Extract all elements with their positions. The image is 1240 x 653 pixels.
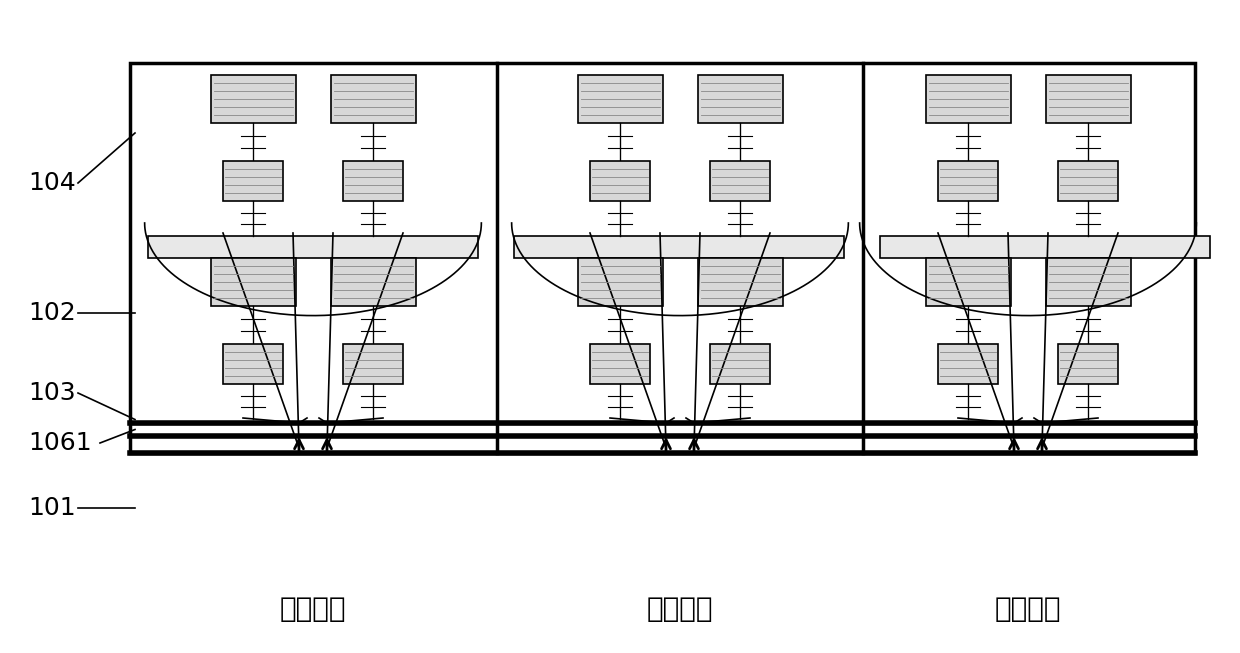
Bar [343,344,403,384]
Bar [590,344,650,384]
Text: 1061: 1061 [29,431,92,455]
Bar [578,258,662,306]
Bar [578,75,662,123]
Bar [937,344,998,384]
Bar [590,161,650,201]
Bar [937,161,998,201]
Text: 101: 101 [29,496,76,520]
Text: 背入射光: 背入射光 [280,595,346,623]
Bar [223,344,283,384]
Bar [1045,75,1131,123]
Bar [130,63,1195,423]
Bar [211,75,295,123]
Text: 103: 103 [29,381,76,405]
Text: 背入射光: 背入射光 [994,595,1061,623]
Bar [1045,258,1131,306]
Bar [148,236,477,258]
Bar [1058,161,1118,201]
Bar [515,236,844,258]
Bar [223,161,283,201]
Bar [331,258,415,306]
Bar [130,423,1195,453]
Text: 背入射光: 背入射光 [647,595,713,623]
Bar [211,258,295,306]
Bar [925,258,1011,306]
Bar [711,161,770,201]
Bar [697,75,782,123]
Bar [925,75,1011,123]
Bar [331,75,415,123]
Bar [711,344,770,384]
Text: 102: 102 [29,301,76,325]
Text: 104: 104 [29,171,76,195]
Bar [1058,344,1118,384]
Bar [697,258,782,306]
Bar [343,161,403,201]
Bar [880,236,1210,258]
